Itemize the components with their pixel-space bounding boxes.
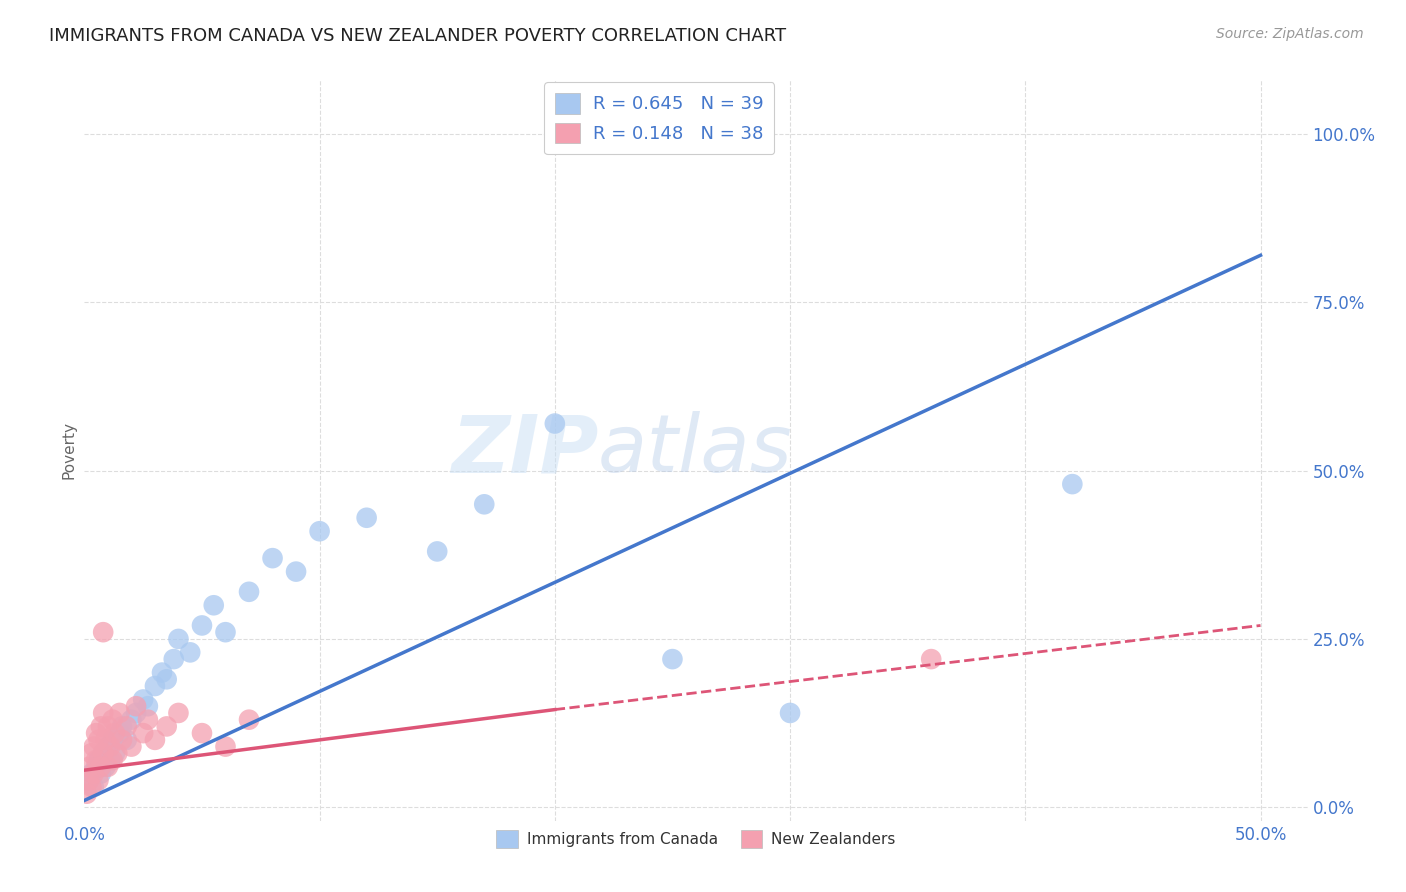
Point — [83, 766, 105, 780]
Point — [356, 510, 378, 524]
Point — [76, 787, 98, 801]
Point — [143, 679, 166, 693]
Point — [83, 739, 105, 754]
Point — [94, 732, 117, 747]
Point — [285, 565, 308, 579]
Point — [77, 773, 100, 788]
Y-axis label: Poverty: Poverty — [60, 421, 76, 480]
Point — [101, 753, 124, 767]
Text: ZIP: ZIP — [451, 411, 598, 490]
Legend: Immigrants from Canada, New Zealanders: Immigrants from Canada, New Zealanders — [491, 824, 901, 854]
Point — [77, 760, 100, 774]
Point — [426, 544, 449, 558]
Point — [91, 625, 114, 640]
Point — [104, 747, 127, 761]
Point — [77, 773, 100, 788]
Point — [1062, 477, 1084, 491]
Point — [262, 551, 284, 566]
Point — [108, 706, 131, 720]
Point — [80, 780, 103, 794]
Point — [191, 726, 214, 740]
Point — [84, 726, 107, 740]
Point — [136, 699, 159, 714]
Point — [238, 584, 260, 599]
Point — [143, 732, 166, 747]
Point — [98, 753, 121, 767]
Point — [91, 747, 114, 761]
Point — [544, 417, 567, 431]
Point — [214, 625, 236, 640]
Point — [120, 739, 142, 754]
Point — [91, 706, 114, 720]
Point — [90, 760, 112, 774]
Point — [84, 753, 107, 767]
Point — [97, 719, 120, 733]
Point — [105, 747, 128, 761]
Point — [111, 732, 134, 747]
Point — [472, 497, 495, 511]
Point — [87, 753, 110, 767]
Point — [920, 652, 942, 666]
Point — [108, 726, 131, 740]
Point — [202, 599, 225, 613]
Point — [125, 699, 148, 714]
Point — [90, 766, 112, 780]
Point — [97, 760, 120, 774]
Point — [80, 747, 103, 761]
Point — [214, 739, 236, 754]
Point — [308, 524, 330, 539]
Point — [83, 780, 105, 794]
Point — [97, 739, 120, 754]
Point — [125, 706, 148, 720]
Point — [661, 652, 683, 666]
Point — [136, 713, 159, 727]
Point — [132, 726, 155, 740]
Point — [101, 732, 124, 747]
Point — [80, 766, 103, 780]
Point — [87, 732, 110, 747]
Point — [94, 760, 117, 774]
Text: atlas: atlas — [598, 411, 793, 490]
Point — [156, 673, 179, 687]
Point — [167, 706, 190, 720]
Point — [779, 706, 801, 720]
Point — [115, 732, 138, 747]
Point — [91, 747, 114, 761]
Point — [150, 665, 173, 680]
Point — [132, 692, 155, 706]
Point — [84, 760, 107, 774]
Point — [156, 719, 179, 733]
Point — [98, 739, 121, 754]
Point — [104, 726, 127, 740]
Point — [238, 713, 260, 727]
Point — [90, 719, 112, 733]
Point — [115, 719, 138, 733]
Text: IMMIGRANTS FROM CANADA VS NEW ZEALANDER POVERTY CORRELATION CHART: IMMIGRANTS FROM CANADA VS NEW ZEALANDER … — [49, 27, 786, 45]
Point — [120, 713, 142, 727]
Point — [101, 713, 124, 727]
Point — [191, 618, 214, 632]
Point — [111, 719, 134, 733]
Point — [179, 645, 201, 659]
Point — [167, 632, 190, 646]
Text: Source: ZipAtlas.com: Source: ZipAtlas.com — [1216, 27, 1364, 41]
Point — [87, 773, 110, 788]
Point — [163, 652, 186, 666]
